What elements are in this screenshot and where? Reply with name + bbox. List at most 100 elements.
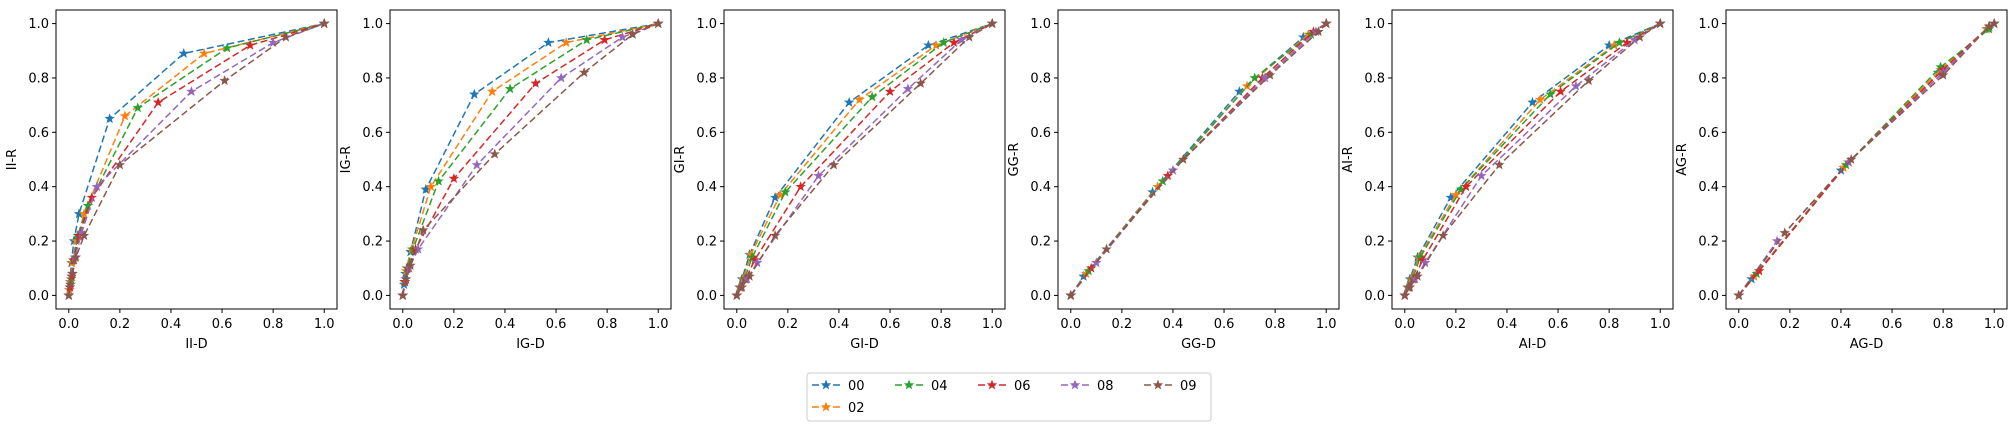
data-point [854,94,865,105]
data-point [186,86,197,96]
data-point [938,37,949,48]
series-04 [397,18,664,300]
y-tick-label: 1.0 [1364,17,1385,32]
data-point [1399,289,1410,300]
data-point [828,159,840,170]
series-02 [731,18,998,300]
data-point [1460,181,1472,192]
data-point [930,39,942,50]
plot-frame [389,9,672,310]
series-00 [397,18,664,300]
data-point [132,102,143,113]
x-tick-label: 0.0 [392,317,413,332]
series-00 [731,18,998,300]
subplot-gi-d: 0.0 0.2 0.4 0.6 0.8 1.0 0.0 0.2 0.4 0.6 0.8 1.0 GI-D… [673,9,1006,352]
series-line-09 [1070,23,1327,296]
series-line-02 [1738,22,1995,296]
data-point [948,37,960,48]
series-08 [397,18,664,300]
series-06 [1733,18,2000,300]
series-08 [63,18,330,300]
x-tick-label: 0.0 [1728,317,1749,332]
series-04 [731,18,998,300]
series-line-04 [1404,22,1661,296]
data-point [813,170,824,181]
y-tick-label: 1.0 [1698,17,1719,32]
plot-frame [723,9,1006,310]
series-line-09 [402,22,659,296]
series-00 [1399,18,1666,300]
legend-box [806,372,1212,422]
x-axis-label: AG-D [1850,337,1883,352]
data-point [1321,18,1332,29]
data-point [1249,72,1260,83]
x-tick-label: 0.4 [1831,317,1852,332]
data-point [915,77,926,88]
data-point [843,96,855,107]
y-tick-label: 0.8 [1698,71,1719,86]
data-point [1937,69,1949,80]
y-tick-label: 0.8 [362,71,383,86]
data-point [1583,75,1594,86]
data-point [425,181,437,192]
series-04 [63,18,330,300]
x-tick-label: 0.6 [1882,317,1903,332]
legend-label: 00 [848,379,865,394]
y-tick-label: 0.6 [696,126,717,141]
series-line-04 [1738,23,1995,296]
data-point [1779,227,1790,238]
data-point [599,34,610,45]
y-tick-label: 0.2 [28,235,49,250]
y-tick-label: 0.4 [1698,180,1719,195]
series-02 [1399,18,1666,300]
y-tick-label: 0.4 [1030,180,1051,195]
data-point [987,18,998,29]
legend-entry-08: 08 [1061,379,1114,394]
series-line-00 [1404,22,1661,296]
data-point [63,289,74,300]
data-point [543,37,554,48]
y-tick-label: 0.8 [696,71,717,86]
data-point [744,270,755,281]
y-tick-label: 0.2 [1698,235,1719,250]
x-axis-label: GI-D [850,337,879,352]
series-00 [63,18,330,300]
x-tick-label: 1.0 [648,317,669,332]
x-tick-label: 0.2 [1446,317,1467,332]
data-point [964,31,975,42]
data-point [86,192,97,202]
y-tick-label: 1.0 [362,17,383,32]
y-tick-label: 1.0 [28,17,49,32]
y-tick-label: 0.6 [1364,126,1385,141]
data-point [114,159,126,170]
plot-frame [55,9,338,310]
series-line-02 [1070,22,1327,296]
x-tick-label: 0.8 [1933,317,1954,332]
data-point [578,67,590,77]
y-tick-label: 0.6 [1030,126,1051,141]
data-point [530,77,541,88]
y-tick-label: 1.0 [1030,17,1051,32]
data-point [1570,80,1582,91]
y-tick-label: 0.2 [1030,235,1051,250]
data-point [956,34,967,45]
legend-label: 06 [1014,379,1031,394]
data-point [1555,86,1566,96]
data-point [267,37,279,48]
series-line-08 [1404,22,1661,296]
data-point [884,86,896,96]
data-point [471,159,483,170]
data-point [1534,94,1546,105]
legend-marker [986,379,998,390]
data-point [1527,96,1538,107]
y-tick-label: 0.4 [28,180,49,195]
data-point [469,88,480,99]
data-point [405,260,416,270]
x-tick-label: 1.0 [314,317,335,332]
legend-label: 04 [931,379,948,394]
x-axis-label: GG-D [1181,337,1216,352]
data-point [769,230,781,241]
x-tick-label: 1.0 [982,317,1003,332]
data-point [866,91,878,102]
x-axis-label: IG-D [516,337,545,352]
